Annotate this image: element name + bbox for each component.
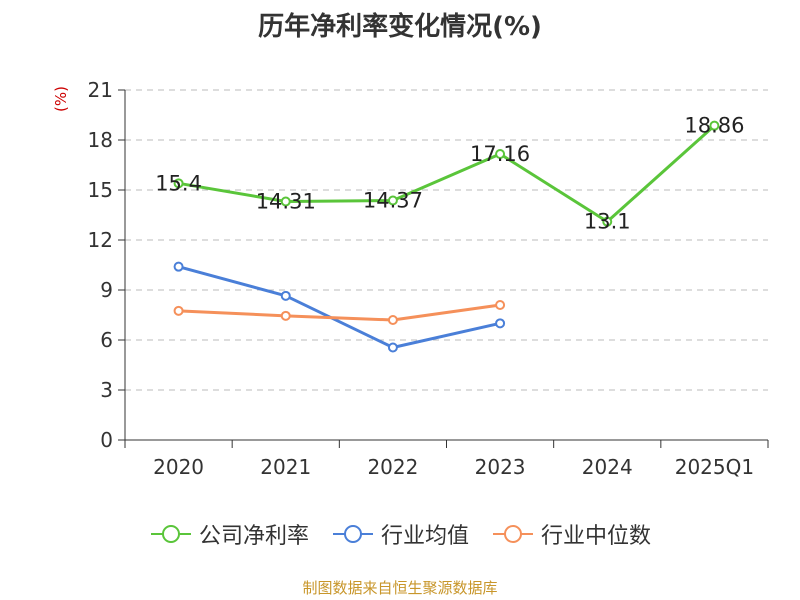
y-tick-label: 0 bbox=[100, 428, 113, 452]
y-tick-label: 15 bbox=[88, 178, 113, 202]
x-tick-label: 2021 bbox=[260, 455, 311, 479]
data-point bbox=[495, 149, 506, 159]
series-line bbox=[178, 303, 501, 322]
legend-label: 行业中位数 bbox=[541, 524, 652, 549]
data-point bbox=[280, 310, 291, 321]
x-tick-label: 2024 bbox=[582, 455, 633, 479]
data-point bbox=[387, 195, 398, 206]
data-label: 18.86 bbox=[684, 114, 744, 138]
x-tick-label: 2022 bbox=[367, 455, 418, 479]
y-tick-label: 21 bbox=[88, 78, 113, 102]
data-label: 14.37 bbox=[363, 189, 423, 213]
data-point bbox=[173, 261, 184, 272]
y-tick-label: 9 bbox=[100, 278, 113, 302]
data-point bbox=[495, 318, 506, 329]
data-point bbox=[602, 216, 613, 227]
data-point bbox=[387, 342, 398, 353]
data-label: 13.1 bbox=[584, 210, 631, 234]
chart-title: 历年净利率变化情况(%) bbox=[258, 12, 542, 42]
y-tick-label: 3 bbox=[100, 378, 113, 402]
data-label: 15.4 bbox=[155, 171, 202, 195]
legend-item-industry-median[interactable]: 行业中位数 bbox=[491, 518, 651, 550]
legend-marker-icon bbox=[493, 525, 533, 543]
data-point bbox=[280, 196, 291, 207]
data-point bbox=[173, 305, 184, 316]
legend-marker-icon bbox=[150, 525, 191, 543]
legend-item-company[interactable]: 公司净利率 bbox=[149, 518, 309, 550]
legend-item-industry-mean[interactable]: 行业均值 bbox=[331, 518, 469, 550]
data-point bbox=[709, 120, 720, 131]
legend: 公司净利率 行业均值 行业中位数 bbox=[0, 518, 800, 550]
series-line bbox=[178, 124, 716, 224]
x-tick-label: 2025Q1 bbox=[675, 455, 754, 479]
legend-label: 行业均值 bbox=[380, 524, 469, 549]
y-tick-label: 6 bbox=[100, 328, 113, 352]
data-label: 14.31 bbox=[256, 190, 316, 214]
x-tick-label: 2020 bbox=[153, 455, 204, 479]
data-point bbox=[387, 315, 398, 325]
series-line bbox=[178, 265, 501, 349]
data-point bbox=[280, 290, 291, 301]
x-tick-label: 2023 bbox=[475, 455, 526, 479]
y-tick-label: 12 bbox=[88, 228, 113, 252]
data-label: 17.16 bbox=[470, 142, 530, 166]
data-point bbox=[495, 300, 506, 310]
y-tick-label: 18 bbox=[88, 128, 113, 152]
legend-label: 公司净利率 bbox=[198, 524, 309, 549]
data-source-note: 制图数据来自恒生聚源数据库 bbox=[302, 579, 498, 597]
data-point bbox=[173, 178, 184, 189]
legend-marker-icon bbox=[332, 525, 373, 543]
